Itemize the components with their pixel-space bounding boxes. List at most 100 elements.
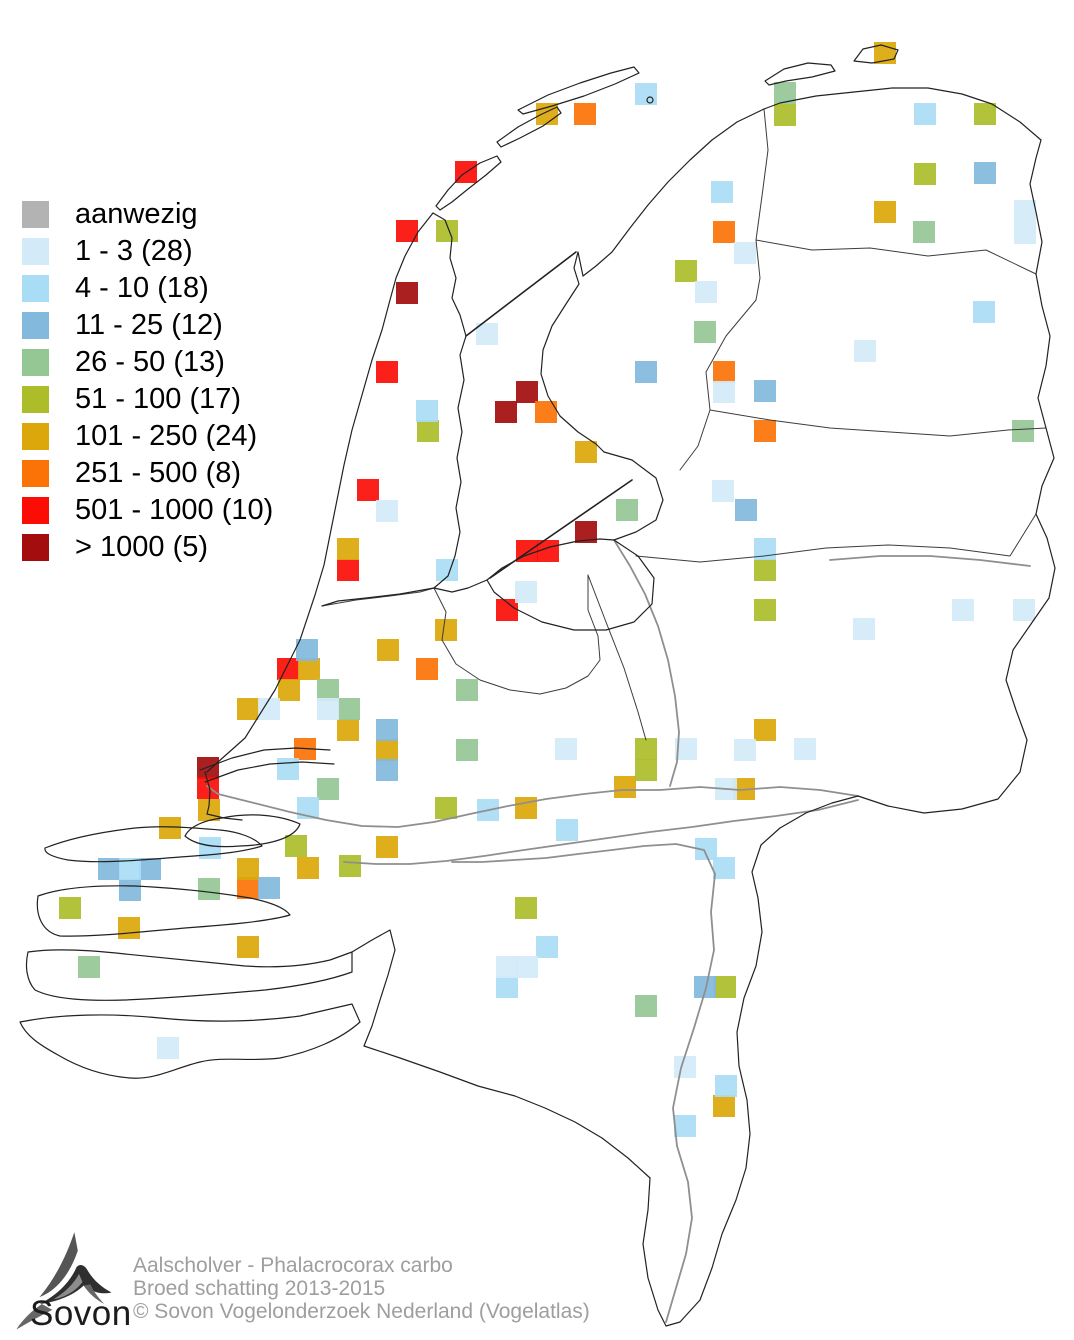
river-maas-path xyxy=(451,843,716,1323)
grid-cell-go xyxy=(278,679,300,701)
grid-cell-mb xyxy=(735,499,757,521)
legend-swatch-red xyxy=(22,497,49,524)
legend-item-red: 501 - 1000 (10) xyxy=(22,492,273,529)
grid-cell-pb xyxy=(695,281,717,303)
grid-cell-lb xyxy=(635,83,657,105)
border-utrecht-path xyxy=(433,574,601,695)
grid-cell-ol xyxy=(59,897,81,919)
west-coast-path xyxy=(206,212,434,773)
grid-cell-mb xyxy=(974,162,996,184)
grid-cell-mb xyxy=(119,879,141,901)
grid-cell-ol xyxy=(285,835,307,857)
grid-cell-lb xyxy=(754,538,776,560)
grid-cell-gr xyxy=(774,82,796,104)
island-ameland-path xyxy=(764,62,836,86)
footer: Sovon Aalscholver - Phalacrocorax carbo … xyxy=(0,1232,700,1340)
grid-cell-ol xyxy=(635,738,657,760)
period-subtitle: Broed schatting 2013-2015 xyxy=(133,1277,386,1300)
grid-cell-go xyxy=(575,441,597,463)
grid-cell-dr xyxy=(516,381,538,403)
grid-cell-gr xyxy=(913,221,935,243)
grid-cell-pb xyxy=(734,242,756,264)
grid-cell-ol xyxy=(515,897,537,919)
border-utrecht-gelderland-path xyxy=(587,574,647,741)
legend-label-gray: aanwezig xyxy=(75,198,198,230)
legend-item-medblue: 11 - 25 (12) xyxy=(22,307,273,344)
canal-east-path xyxy=(829,555,1031,567)
grid-cell-pb xyxy=(376,500,398,522)
grid-cell-pb xyxy=(516,956,538,978)
grid-cell-lb xyxy=(436,559,458,581)
grid-cell-lb xyxy=(711,181,733,203)
houtribdijk-path xyxy=(489,479,633,579)
grid-cell-gr xyxy=(78,956,100,978)
grid-cell-go xyxy=(377,639,399,661)
island-terschelling-path xyxy=(517,66,640,115)
map-credits: Aalscholver - Phalacrocorax carbo Broed … xyxy=(133,1254,590,1323)
grid-cell-lb xyxy=(715,1075,737,1097)
rivers-group xyxy=(206,539,1031,1323)
grid-cell-go xyxy=(536,103,558,125)
noordzeekanaal-path xyxy=(321,587,435,607)
grid-cell-lb xyxy=(973,301,995,323)
coastline-group xyxy=(19,44,1056,1327)
grid-cell-dr xyxy=(396,282,418,304)
coast-hoek-path xyxy=(204,771,243,821)
grid-cell-mb xyxy=(376,719,398,741)
island-voorne-path xyxy=(184,814,301,848)
legend-item-lightblue: 4 - 10 (18) xyxy=(22,270,273,307)
legend-swatch-paleblue xyxy=(22,238,49,265)
grid-cell-ol xyxy=(339,855,361,877)
grid-cell-re xyxy=(197,777,219,799)
grid-cell-re xyxy=(496,599,518,621)
legend-label-medblue: 11 - 25 (12) xyxy=(75,309,223,341)
legend-item-olive: 51 - 100 (17) xyxy=(22,381,273,418)
grid-cell-ol xyxy=(714,976,736,998)
grid-cell-go xyxy=(297,857,319,879)
grid-cell-go xyxy=(376,836,398,858)
grid-cell-lb xyxy=(914,103,936,125)
grid-cell-ol xyxy=(754,599,776,621)
grid-cell-go xyxy=(754,719,776,741)
grid-cell-pb xyxy=(555,738,577,760)
grid-cell-or xyxy=(237,877,259,899)
province-borders-group xyxy=(321,108,1047,741)
grid-cell-gr xyxy=(198,878,220,900)
legend-swatch-lightblue xyxy=(22,275,49,302)
grid-cell-pb xyxy=(1014,222,1036,244)
grid-cell-pb xyxy=(854,340,876,362)
island-griend-circle xyxy=(646,96,654,104)
legend-item-paleblue: 1 - 3 (28) xyxy=(22,233,273,270)
copyright-line: © Sovon Vogelonderzoek Nederland (Vogela… xyxy=(133,1300,590,1323)
grid-cell-pb xyxy=(713,381,735,403)
grid-cell-go xyxy=(713,1095,735,1117)
legend-label-gold: 101 - 250 (24) xyxy=(75,420,258,452)
map-outline-layer xyxy=(19,44,1056,1327)
legend-swatch-darkred xyxy=(22,534,49,561)
grid-cell-dr xyxy=(575,521,597,543)
grid-cell-go xyxy=(237,858,259,880)
legend-item-green: 26 - 50 (13) xyxy=(22,344,273,381)
legend-swatch-medblue xyxy=(22,312,49,339)
legend-label-lightblue: 4 - 10 (18) xyxy=(75,272,209,304)
legend-swatch-gold xyxy=(22,423,49,450)
grid-cell-mb xyxy=(376,759,398,781)
grid-cell-ol xyxy=(974,103,996,125)
grid-cell-pb xyxy=(258,698,280,720)
grid-cell-gr xyxy=(616,499,638,521)
grid-cell-re xyxy=(357,479,379,501)
grid-cell-gr xyxy=(456,739,478,761)
legend-swatch-green xyxy=(22,349,49,376)
grid-cell-gr xyxy=(317,679,339,701)
grid-cell-lb xyxy=(119,858,141,880)
grid-cell-re xyxy=(277,658,299,680)
river-ijssel-path xyxy=(613,539,680,787)
grid-cell-go xyxy=(237,698,259,720)
limburg-outline-path xyxy=(642,795,859,1327)
brabant-west-coast-path xyxy=(351,929,396,1047)
border-overijssel-gelderland-path xyxy=(635,513,1037,563)
grid-cell-pb xyxy=(1013,599,1035,621)
waterweg-path xyxy=(199,747,331,771)
